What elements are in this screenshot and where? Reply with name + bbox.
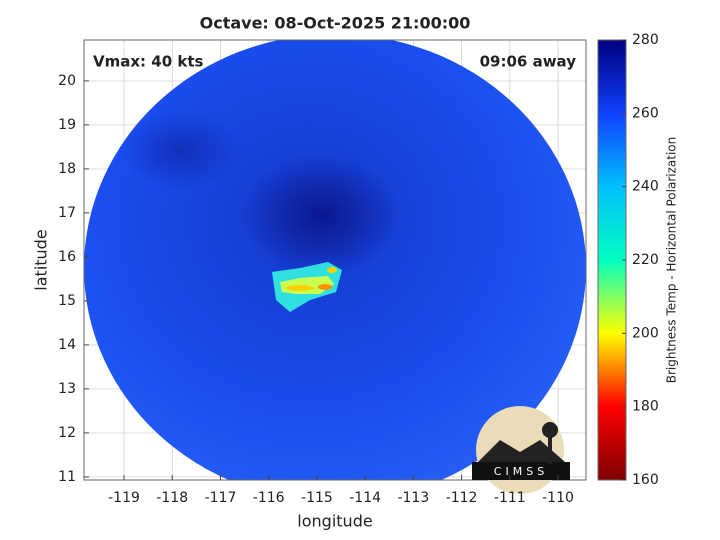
colorbar-tick-label: 240	[632, 179, 659, 195]
y-tick-label: 20	[58, 73, 76, 89]
colorbar	[597, 39, 627, 481]
annotation: Vmax: 40 kts	[93, 53, 203, 71]
y-tick-label: 18	[58, 161, 76, 177]
y-tick-label: 15	[58, 293, 76, 309]
y-axis-label: latitude	[32, 229, 51, 290]
colorbar-tick-label: 180	[632, 399, 659, 415]
colorbar-tick-label: 160	[632, 472, 659, 488]
x-tick-label: -119	[108, 490, 140, 506]
colorbar-tick-label: 280	[632, 32, 659, 48]
y-tick-label: 14	[58, 337, 76, 353]
x-tick-label: -112	[446, 490, 478, 506]
x-tick-label: -118	[156, 490, 188, 506]
colorbar-label: Brightness Temp - Horizontal Polarizatio…	[665, 137, 679, 384]
x-tick-label: -115	[301, 490, 333, 506]
x-tick-label: -116	[253, 490, 285, 506]
x-axis-label: longitude	[297, 512, 372, 531]
y-tick-label: 11	[58, 469, 76, 485]
colorbar-tick-label: 220	[632, 252, 659, 268]
y-tick-label: 16	[58, 249, 76, 265]
x-tick-label: -110	[542, 490, 574, 506]
logo: CIMSS	[472, 406, 570, 494]
colorbar-tick-label: 200	[632, 325, 659, 341]
chart-title: Octave: 08-Oct-2025 21:00:00	[200, 14, 471, 33]
x-tick-label: -113	[397, 490, 429, 506]
annotation: 09:06 away	[480, 53, 577, 71]
x-tick-label: -117	[205, 490, 237, 506]
y-tick-label: 19	[58, 117, 76, 133]
y-tick-label: 12	[58, 425, 76, 441]
logo-text: CIMSS	[494, 465, 548, 478]
swath	[84, 40, 586, 480]
y-tick-label: 13	[58, 381, 76, 397]
y-tick-label: 17	[58, 205, 76, 221]
x-tick-label: -111	[494, 490, 526, 506]
colorbar-tick-label: 260	[632, 105, 659, 121]
x-tick-label: -114	[349, 490, 381, 506]
